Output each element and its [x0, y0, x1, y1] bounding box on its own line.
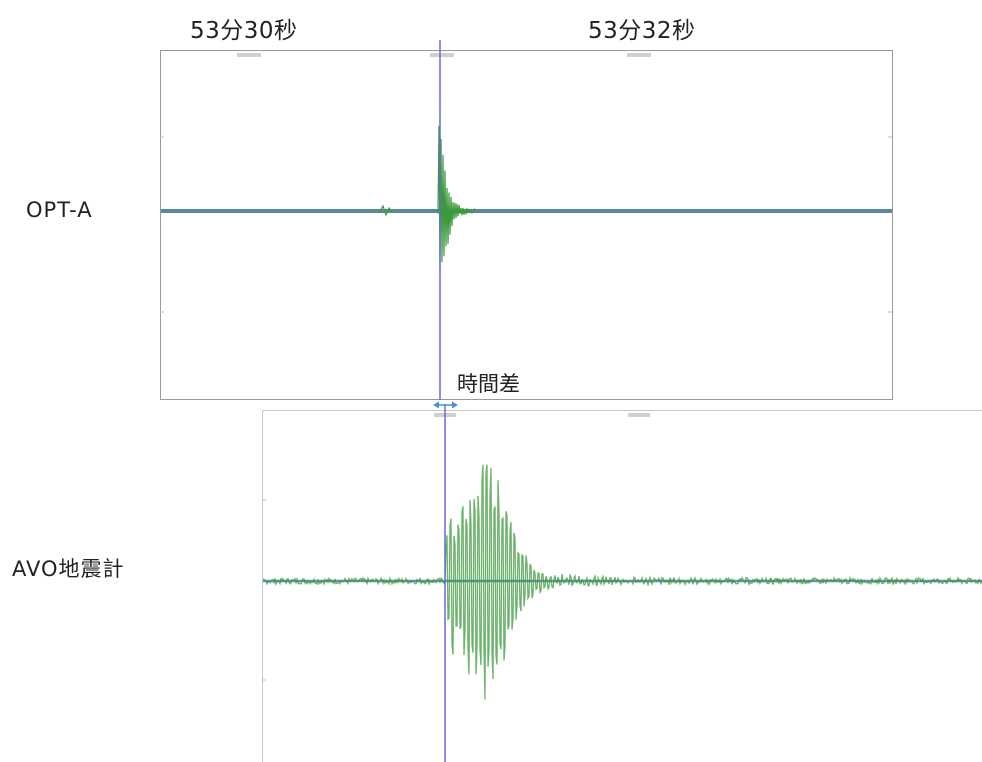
trace-label-avo: AVO地震計	[12, 557, 125, 581]
time-difference-arrow	[433, 401, 458, 409]
panel-frame-opt-a	[160, 50, 893, 400]
trace-avo	[262, 464, 982, 700]
trace-label-opt-a: OPT-A	[26, 198, 93, 222]
opt-a-waveform	[435, 125, 476, 270]
time-label-53-32: 53分32秒	[588, 18, 696, 44]
opt-a-ticks	[160, 136, 892, 681]
opt-a-precursor	[379, 204, 393, 217]
time-difference-label: 時間差	[457, 372, 520, 396]
time-label-53-30: 53分30秒	[190, 18, 298, 44]
trace-opt-a	[161, 125, 892, 270]
avo-waveform	[262, 464, 982, 700]
